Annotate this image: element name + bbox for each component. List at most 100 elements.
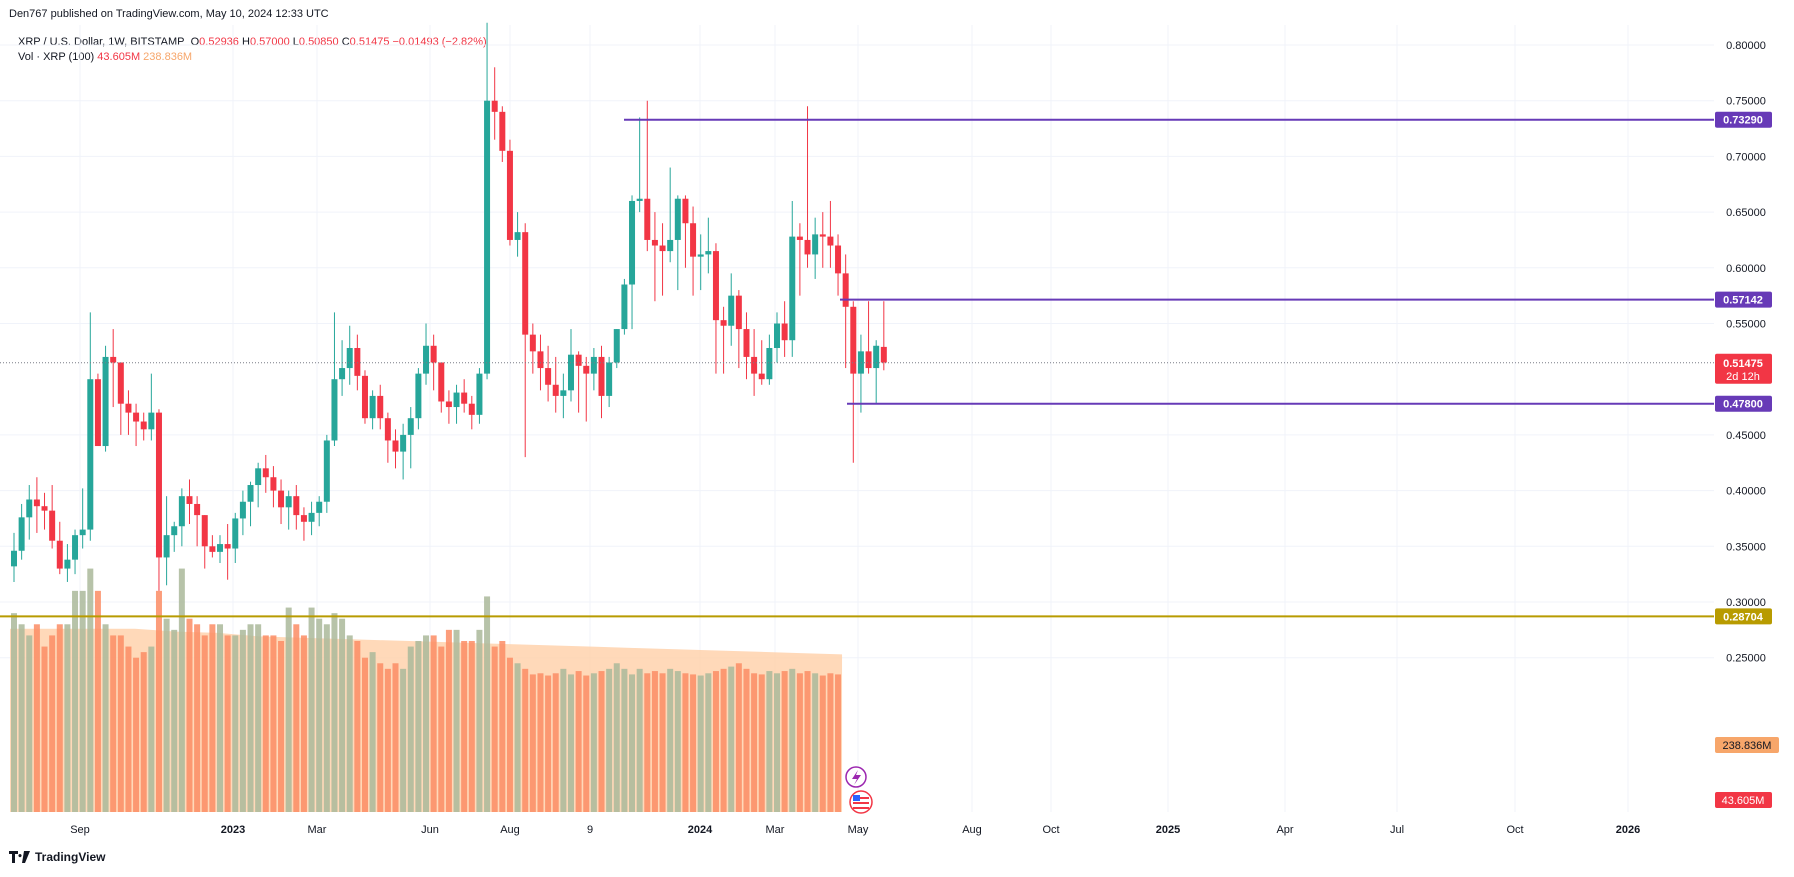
candle <box>239 490 246 536</box>
candle-body <box>148 412 155 430</box>
volume-bar <box>262 635 269 812</box>
volume-bar <box>392 663 399 812</box>
grid-lines <box>0 25 1714 812</box>
candle <box>361 370 368 424</box>
candle-body <box>453 392 460 408</box>
lightning-icon <box>852 770 861 785</box>
volume-bar <box>110 635 117 812</box>
volume-bar <box>644 673 651 812</box>
candle <box>743 312 750 380</box>
candle-body <box>445 401 452 408</box>
candle <box>606 356 613 408</box>
volume-bar <box>445 629 452 812</box>
candle <box>812 217 819 279</box>
candle-body <box>476 373 483 415</box>
candle <box>629 195 636 330</box>
candle-body <box>598 356 605 396</box>
candle-body <box>484 100 491 374</box>
volume-bar <box>560 668 567 812</box>
candle-body <box>79 529 86 536</box>
volume-bar <box>354 640 361 812</box>
candle-body <box>796 236 803 240</box>
volume-bar <box>667 668 674 812</box>
candle <box>285 490 292 530</box>
volume-ma-label: 238.836M <box>1723 740 1772 752</box>
candle-body <box>423 345 430 374</box>
candle <box>674 195 681 291</box>
candle <box>255 462 262 508</box>
candle <box>339 340 346 396</box>
candle-body <box>529 334 536 352</box>
candle-body <box>575 354 582 366</box>
volume-bar <box>590 673 597 812</box>
candle <box>163 496 170 586</box>
volume-bar <box>728 666 735 812</box>
candle-body <box>49 510 56 541</box>
candle-body <box>850 306 857 374</box>
volume-bar <box>255 624 262 812</box>
candle-body <box>567 354 574 391</box>
volume-bar <box>468 640 475 812</box>
candle-body <box>316 501 323 513</box>
volume-bar <box>339 618 346 812</box>
candle-body <box>659 245 666 252</box>
candle <box>293 485 300 530</box>
volume-bar <box>33 624 40 812</box>
volume-bar <box>323 624 330 812</box>
candle <box>857 334 864 413</box>
candle <box>72 529 79 575</box>
candle-body <box>155 412 162 558</box>
candle-body <box>163 535 170 558</box>
candle-body <box>331 379 338 441</box>
candle-body <box>117 362 124 404</box>
flag-stripe <box>853 802 869 804</box>
candle <box>720 306 727 374</box>
x-tick-label: 9 <box>587 824 593 836</box>
volume-label[interactable]: Vol · XRP (100) <box>18 51 95 63</box>
volume-bar <box>598 671 605 812</box>
volume-bar <box>316 618 323 812</box>
volume-bar <box>361 657 368 812</box>
volume-bar <box>827 673 834 812</box>
candle <box>728 273 735 346</box>
volume-bar <box>94 590 101 812</box>
candle-body <box>400 434 407 452</box>
candle-body <box>201 515 208 547</box>
candle <box>667 167 674 263</box>
volume-bar <box>712 671 719 812</box>
level-price-tag <box>1715 111 1772 128</box>
volume-bar <box>613 663 620 812</box>
y-tick-label: 0.60000 <box>1726 263 1766 275</box>
x-tick-label: 2023 <box>221 824 245 836</box>
candle-body <box>835 245 842 274</box>
candle-body <box>705 251 712 255</box>
volume-bar <box>125 646 132 812</box>
y-tick-label: 0.40000 <box>1726 486 1766 498</box>
volume-bar <box>606 668 613 812</box>
volume-bar <box>804 671 811 812</box>
y-tick-label: 0.65000 <box>1726 207 1766 219</box>
candle <box>514 212 521 257</box>
candle-body <box>827 236 834 246</box>
candle-body <box>255 468 262 486</box>
volume-bar <box>758 674 765 812</box>
candle-body <box>583 365 590 374</box>
volume-bar <box>49 635 56 812</box>
candle-body <box>209 546 216 552</box>
volume-bar <box>79 590 86 812</box>
candle-body <box>674 198 681 240</box>
candle-body <box>384 418 391 441</box>
candle <box>155 409 162 591</box>
volume-bar <box>659 673 666 812</box>
volume-bar <box>64 624 71 812</box>
candle <box>880 301 887 371</box>
candle <box>316 496 323 527</box>
candle-body <box>415 373 422 419</box>
candle <box>369 390 376 430</box>
countdown-label: 2d 12h <box>1726 371 1760 383</box>
candle-body <box>361 375 368 419</box>
candle <box>804 106 811 268</box>
volume-last-tag <box>1715 792 1772 808</box>
volume-bar <box>72 590 79 812</box>
